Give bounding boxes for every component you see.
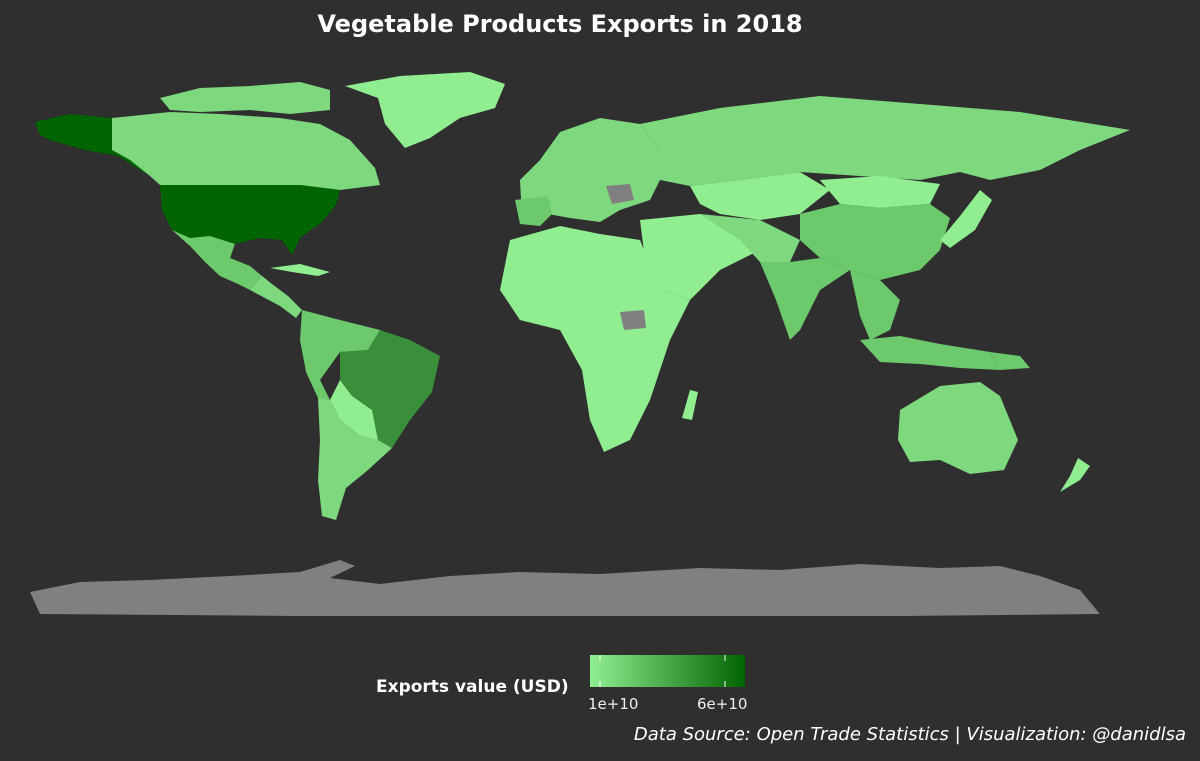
region-iberia [515,196,552,226]
region-mongolia [820,176,940,208]
region-usa [160,185,340,255]
region-canada [112,112,380,190]
region-caribbean [270,264,330,276]
region-central-america [250,276,302,318]
legend-colorbar [590,655,745,687]
region-argentina-chile [318,398,392,520]
region-new-zealand [1060,458,1090,492]
region-antarctica [30,560,1100,616]
map-title: Vegetable Products Exports in 2018 [317,10,803,38]
region-iran-pakistan [700,214,800,262]
region-alaska [35,114,150,176]
region-china [800,204,950,280]
region-japan [940,190,992,248]
legend-tick-label: 1e+10 [588,695,639,713]
region-greenland [345,72,505,148]
region-northern-south-america [300,310,380,400]
region-central-asia [690,172,830,220]
region-no-data-south-sudan [620,310,646,330]
region-southeast-asia [850,270,900,340]
legend-title: Exports value (USD) [376,677,569,697]
region-indonesia [860,336,1000,370]
caption: Data Source: Open Trade Statistics | Vis… [633,724,1186,745]
region-india [760,258,850,340]
region-bolivia-paraguay [330,380,378,440]
region-brazil [340,330,440,448]
legend-gradient [590,655,745,687]
region-africa [500,226,690,452]
legend-tick-label: 6e+10 [697,695,748,713]
region-russia [640,96,1130,186]
region-papua [990,352,1030,370]
region-no-data-eastern-europe [606,184,634,204]
region-mexico [172,230,262,290]
region-madagascar [682,390,698,420]
region-australia [898,382,1018,474]
region-middle-east [640,214,760,300]
region-canada-islands [160,82,330,114]
